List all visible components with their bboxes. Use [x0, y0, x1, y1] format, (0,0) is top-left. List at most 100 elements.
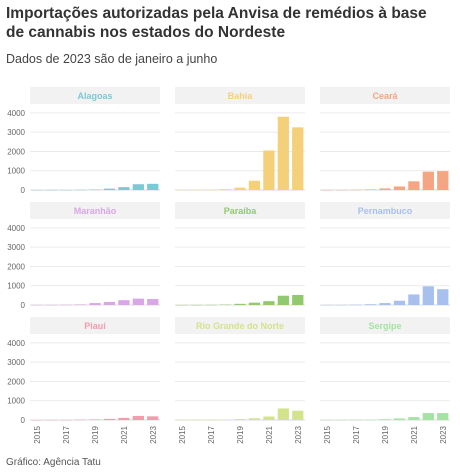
x-tick-label: 2023	[439, 425, 448, 443]
x-tick-label: 2015	[323, 425, 332, 443]
bar-sergipe-2022	[422, 413, 434, 420]
y-tick-label: 3000	[7, 128, 25, 137]
panel-title-pernambuco: Pernambuco	[358, 206, 413, 216]
x-tick-label: 2021	[120, 425, 129, 443]
bar-piaui-2022	[132, 415, 144, 420]
panel-sergipe: Sergipe 2015 2017 2019 2021 2023	[320, 317, 450, 444]
panel-header-ceara	[320, 87, 450, 104]
y-tick-label: 1000	[7, 397, 25, 406]
panel-paraiba: Paraíba	[175, 202, 305, 306]
y-tick-label: 2000	[7, 262, 25, 271]
y-tick-label: 3000	[7, 243, 25, 252]
bar-piaui-2020	[103, 418, 116, 420]
x-tick-label: 2019	[381, 425, 390, 443]
bar-pernambuco-2019	[379, 303, 391, 305]
bar-maranhao-2018	[74, 304, 87, 305]
bar-rio-grande-do-norte-2019	[234, 419, 246, 420]
panel-header-maranhao	[30, 202, 160, 219]
y-tick-label: 4000	[7, 224, 25, 233]
x-tick-label: 2023	[149, 425, 158, 443]
bar-sergipe-2021	[408, 417, 420, 420]
y-tick-label: 2000	[7, 377, 25, 386]
y-tick-label: 4000	[7, 109, 25, 118]
bar-rio-grande-do-norte-2020	[248, 418, 261, 420]
bar-bahia-2018	[219, 189, 232, 190]
panel-bahia: Bahia	[175, 87, 305, 191]
panel-title-maranhao: Maranhão	[74, 206, 117, 216]
bar-alagoas-2023	[147, 183, 159, 190]
bar-piaui-2019	[89, 419, 101, 420]
bar-alagoas-2021	[118, 187, 130, 190]
bar-pernambuco-2021	[408, 294, 420, 305]
panel-title-paraiba: Paraíba	[224, 206, 258, 216]
bar-maranhao-2023	[147, 299, 159, 305]
x-tick-label: 2021	[410, 425, 419, 443]
x-tick-label: 2017	[62, 425, 71, 443]
bar-rio-grande-do-norte-2022	[277, 408, 289, 420]
x-tick-label: 2019	[236, 425, 245, 443]
x-tick-label: 2015	[33, 425, 42, 443]
panel-maranhao: Maranhão 0 1000 2000 3000 4000	[7, 202, 160, 310]
panel-title-alagoas: Alagoas	[77, 91, 112, 101]
y-tick-label: 1000	[7, 282, 25, 291]
panel-header-sergipe	[320, 317, 450, 334]
bar-bahia-2023	[292, 127, 304, 190]
y-tick-label: 4000	[7, 339, 25, 348]
panel-pernambuco: Pernambuco	[320, 202, 450, 306]
bar-pernambuco-2020	[393, 300, 406, 305]
panel-header-rio-grande-do-norte	[175, 317, 305, 334]
bar-sergipe-2020	[393, 418, 406, 420]
bar-rio-grande-do-norte-2021	[263, 416, 275, 420]
panel-rio-grande-do-norte: Rio Grande do Norte 2015 2017 2019 2021 2023	[175, 317, 305, 444]
panel-header-alagoas	[30, 87, 160, 104]
chart-title: Importações autorizadas pela Anvisa de r…	[6, 5, 427, 41]
chart-subtitle: Dados de 2023 são de janeiro a junho	[6, 52, 218, 66]
bar-paraiba-2023	[292, 294, 304, 305]
bar-maranhao-2021	[118, 300, 130, 305]
bar-pernambuco-2023	[437, 289, 449, 305]
y-tick-label: 2000	[7, 147, 25, 156]
x-tick-label: 2017	[352, 425, 361, 443]
bar-alagoas-2020	[103, 188, 116, 190]
panel-title-piaui: Piauí	[84, 321, 106, 331]
panel-header-bahia	[175, 87, 305, 104]
panel-ceara: Ceará	[320, 87, 450, 191]
bar-ceara-2019	[379, 188, 391, 190]
bar-pernambuco-2018	[364, 304, 377, 305]
bar-alagoas-2022	[132, 184, 144, 190]
panel-title-ceara: Ceará	[372, 91, 398, 101]
bar-pernambuco-2022	[422, 286, 434, 305]
bar-maranhao-2020	[103, 301, 116, 305]
x-tick-label: 2017	[207, 425, 216, 443]
bar-ceara-2022	[422, 171, 434, 190]
x-tick-label: 2019	[91, 425, 100, 443]
panel-header-pernambuco	[320, 202, 450, 219]
bar-maranhao-2022	[132, 298, 144, 305]
bar-paraiba-2022	[277, 295, 289, 305]
panel-title-rio-grande-do-norte: Rio Grande do Norte	[196, 321, 284, 331]
bar-ceara-2023	[437, 171, 449, 190]
panel-header-paraiba	[175, 202, 305, 219]
panel-piaui: Piauí 0 1000 2000 3000 4000 2015 2017 2019 2021 20…	[7, 317, 160, 444]
bar-maranhao-2019	[89, 303, 101, 305]
panel-title-sergipe: Sergipe	[368, 321, 401, 331]
bar-piaui-2023	[147, 416, 159, 420]
bar-piaui-2021	[118, 417, 130, 420]
bar-bahia-2020	[248, 180, 261, 190]
bar-ceara-2018	[364, 189, 377, 190]
y-tick-label: 3000	[7, 358, 25, 367]
bar-ceara-2021	[408, 181, 420, 190]
x-tick-label: 2015	[178, 425, 187, 443]
panel-title-bahia: Bahia	[228, 91, 254, 101]
bar-ceara-2020	[393, 186, 406, 190]
panel-alagoas: Alagoas 0 1000 2000 3000 4000	[7, 87, 160, 195]
bar-sergipe-2019	[379, 419, 391, 420]
y-tick-label: 1000	[7, 167, 25, 176]
y-tick-label: 0	[21, 301, 26, 310]
y-tick-label: 0	[21, 186, 26, 195]
source-note: Gráfico: Agência Tatu	[6, 457, 101, 468]
bar-paraiba-2020	[248, 302, 261, 305]
bar-sergipe-2023	[437, 413, 449, 420]
panel-header-piaui	[30, 317, 160, 334]
